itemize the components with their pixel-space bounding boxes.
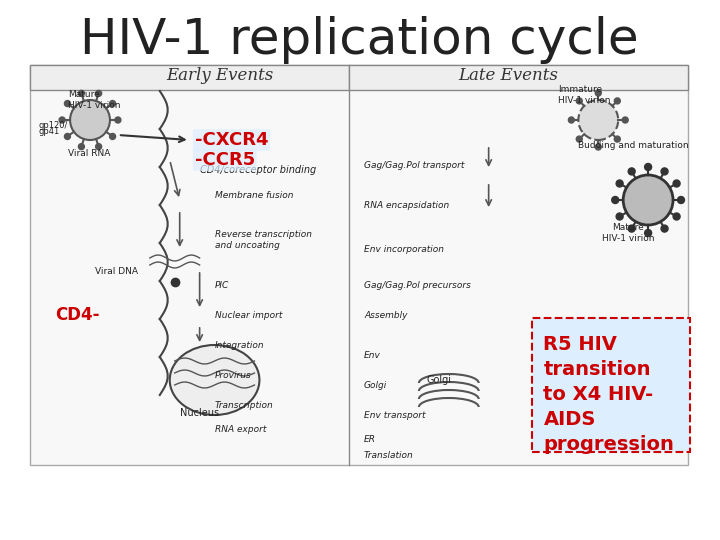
Circle shape [628, 168, 635, 175]
Text: PIC: PIC [215, 280, 229, 289]
Text: ER: ER [364, 435, 376, 444]
Text: Late Events: Late Events [459, 66, 559, 84]
Circle shape [78, 90, 84, 96]
Circle shape [673, 180, 680, 187]
Text: CD4/coreceptor binding: CD4/coreceptor binding [199, 165, 316, 175]
Text: gp120/: gp120/ [38, 120, 68, 130]
Circle shape [678, 197, 685, 204]
Circle shape [78, 144, 84, 150]
Text: Immature
HIV-1 virion: Immature HIV-1 virion [559, 85, 611, 105]
Circle shape [624, 175, 673, 225]
Text: Budding and maturation: Budding and maturation [578, 140, 689, 150]
Circle shape [614, 98, 621, 104]
Text: Env: Env [364, 350, 381, 360]
Circle shape [65, 100, 71, 106]
Text: -CCR5: -CCR5 [194, 151, 255, 169]
Text: Early Events: Early Events [166, 66, 273, 84]
Text: Env incorporation: Env incorporation [364, 246, 444, 254]
Text: Provirus: Provirus [215, 370, 251, 380]
Circle shape [96, 90, 102, 96]
Circle shape [578, 100, 618, 140]
Text: Golgi: Golgi [426, 375, 451, 385]
Circle shape [96, 144, 102, 150]
Circle shape [644, 230, 652, 237]
Text: Mature
HIV-1 virion: Mature HIV-1 virion [602, 224, 654, 242]
Circle shape [115, 117, 121, 123]
Circle shape [576, 98, 582, 104]
Circle shape [65, 133, 71, 139]
Text: Viral DNA: Viral DNA [95, 267, 138, 276]
Circle shape [109, 100, 116, 106]
Circle shape [616, 213, 623, 220]
Circle shape [616, 180, 623, 187]
Circle shape [595, 90, 601, 96]
Circle shape [644, 164, 652, 171]
Text: -CXCR4: -CXCR4 [194, 131, 268, 149]
Text: Transcription: Transcription [215, 401, 274, 409]
Text: Mature
HIV-1 virion: Mature HIV-1 virion [68, 90, 120, 110]
Text: Gag/Gag.Pol transport: Gag/Gag.Pol transport [364, 160, 464, 170]
Circle shape [595, 144, 601, 150]
Circle shape [59, 117, 65, 123]
Circle shape [622, 117, 628, 123]
Circle shape [70, 100, 110, 140]
Text: CD4-: CD4- [55, 306, 99, 324]
Circle shape [661, 168, 668, 175]
Text: Gag/Gag.Pol precursors: Gag/Gag.Pol precursors [364, 280, 471, 289]
Bar [30, 65, 688, 465]
Circle shape [109, 133, 116, 139]
Circle shape [628, 225, 635, 232]
Text: Translation: Translation [364, 450, 414, 460]
Circle shape [576, 136, 582, 142]
Circle shape [614, 136, 621, 142]
Text: Membrane fusion: Membrane fusion [215, 191, 293, 199]
Text: gp41: gp41 [38, 127, 60, 137]
Text: RNA encapsidation: RNA encapsidation [364, 200, 449, 210]
Text: Nucleus: Nucleus [180, 408, 219, 418]
Text: Assembly: Assembly [364, 310, 408, 320]
Ellipse shape [170, 345, 259, 415]
Text: RNA export: RNA export [215, 426, 266, 435]
Text: R5 HIV
transition
to X4 HIV-
AIDS
progression: R5 HIV transition to X4 HIV- AIDS progre… [544, 335, 675, 454]
Text: Nuclear import: Nuclear import [215, 310, 282, 320]
Text: Env transport: Env transport [364, 410, 426, 420]
Text: HIV-1 replication cycle: HIV-1 replication cycle [80, 16, 639, 64]
Text: Integration: Integration [215, 341, 264, 349]
FancyBboxPatch shape [531, 318, 690, 452]
Circle shape [673, 213, 680, 220]
Text: Golgi: Golgi [364, 381, 387, 389]
Bar [349, 65, 688, 90]
Circle shape [568, 117, 575, 123]
Circle shape [612, 197, 618, 204]
Bar [30, 65, 349, 90]
Circle shape [661, 225, 668, 232]
Text: Viral RNA: Viral RNA [68, 148, 110, 158]
Text: Reverse transcription
and uncoating: Reverse transcription and uncoating [215, 230, 312, 249]
